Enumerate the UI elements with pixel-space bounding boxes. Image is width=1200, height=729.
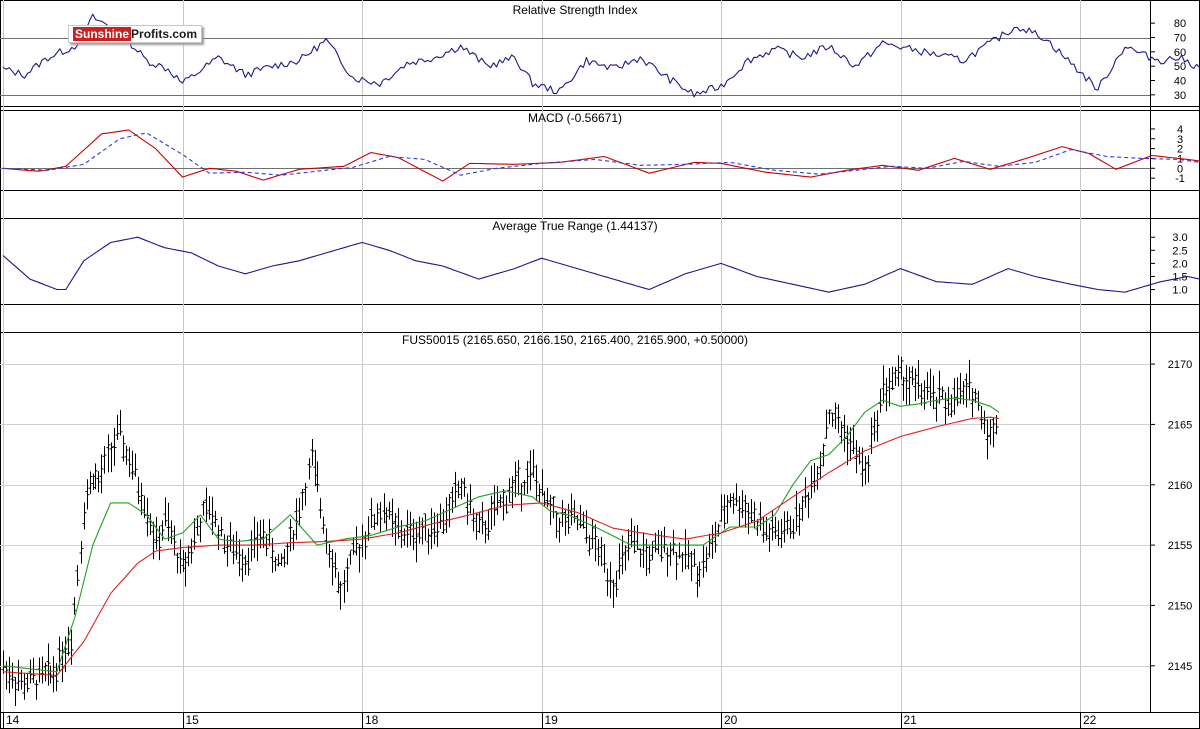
y-tick-label: 2160: [1168, 480, 1192, 492]
y-tick-label: 70: [1174, 33, 1186, 45]
x-tick-label: 14: [6, 713, 20, 727]
logo-part-profits: Profits.com: [131, 27, 198, 41]
panel-title: MACD (-0.56671): [528, 111, 622, 125]
date-axis: 14 15 18 19 20 21 22: [3, 712, 1097, 729]
series-line: [2, 236, 1200, 293]
price-bars: [1, 355, 999, 706]
y-tick-label: 2: [1177, 144, 1183, 156]
x-tick-label: 18: [365, 713, 379, 727]
y-tick-label: 2150: [1168, 600, 1192, 612]
logo-part-sunshine: Sunshine: [73, 27, 132, 41]
y-tick-label: -1: [1175, 173, 1185, 185]
y-tick-label: 0: [1177, 163, 1183, 175]
y-tick-label: 2165: [1168, 419, 1192, 431]
y-tick-label: 60: [1174, 47, 1186, 59]
x-tick-label: 21: [904, 713, 918, 727]
panel-title: FUS50015 (2165.650, 2166.150, 2165.400, …: [402, 333, 748, 347]
series-line: [2, 13, 1200, 98]
sunshine-profits-logo: Sunshine Profits.com: [68, 25, 203, 43]
panel-0: Relative Strength Index 80 70 60 50 40 30: [0, 3, 1200, 102]
y-tick-label: 3: [1177, 134, 1183, 146]
y-tick-label: 2145: [1168, 661, 1192, 673]
y-tick-label: 80: [1174, 18, 1186, 30]
series-line: [2, 132, 1200, 176]
x-tick-label: 20: [724, 713, 738, 727]
y-tick-label: 2170: [1168, 359, 1192, 371]
y-tick-label: 2155: [1168, 540, 1192, 552]
y-tick-label: 40: [1174, 76, 1186, 88]
panel-title: Average True Range (1.44137): [492, 219, 657, 233]
y-tick-label: 50: [1174, 61, 1186, 73]
series-line: [2, 397, 1000, 673]
y-tick-label: 1: [1177, 153, 1183, 165]
x-tick-label: 15: [186, 713, 200, 727]
x-tick-label: 19: [545, 713, 559, 727]
y-tick-label: 2.5: [1172, 245, 1187, 257]
x-tick-label: 22: [1083, 713, 1097, 727]
panel-title: Relative Strength Index: [513, 3, 638, 17]
y-tick-label: 2.0: [1172, 258, 1187, 270]
panel-3: FUS50015 (2165.650, 2166.150, 2165.400, …: [0, 333, 1192, 706]
y-tick-label: 3.0: [1172, 232, 1187, 244]
panel-2: Average True Range (1.44137)3.02.52.01.5…: [2, 219, 1200, 297]
y-tick-label: 30: [1174, 90, 1186, 102]
y-tick-label: 1.0: [1172, 285, 1187, 297]
y-tick-label: 4: [1177, 124, 1183, 136]
series-line: [2, 129, 1200, 182]
series-line: [2, 416, 1000, 676]
